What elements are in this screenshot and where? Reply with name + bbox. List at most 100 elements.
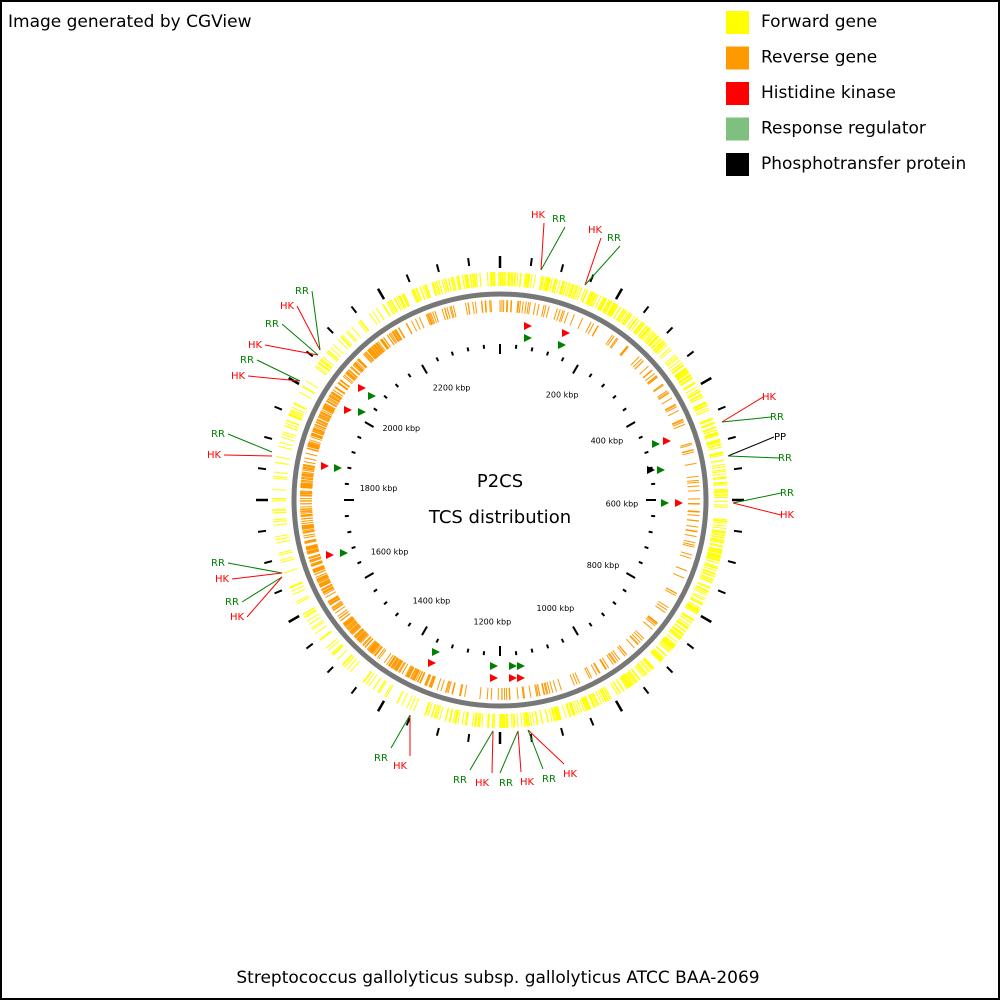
callout-line — [517, 730, 522, 773]
forward-gene — [362, 670, 372, 683]
reverse-gene — [316, 575, 329, 582]
outer-tick — [727, 435, 736, 440]
reverse-gene — [368, 349, 377, 359]
forward-gene — [628, 317, 638, 330]
reverse-gene — [310, 436, 322, 441]
reverse-gene — [355, 360, 365, 370]
forward-gene — [457, 275, 461, 290]
forward-gene — [305, 380, 318, 389]
forward-gene — [276, 539, 290, 544]
reverse-gene — [441, 308, 446, 321]
reverse-gene — [357, 359, 367, 369]
forward-gene — [642, 659, 653, 671]
forward-gene — [682, 381, 696, 390]
forward-gene — [621, 312, 631, 325]
reverse-gene — [354, 362, 364, 372]
reverse-gene — [312, 566, 325, 572]
reverse-gene — [389, 332, 398, 344]
tcs-marker — [517, 662, 525, 670]
reverse-gene — [329, 598, 341, 606]
tcs-marker — [344, 406, 352, 414]
forward-gene — [523, 273, 526, 288]
forward-gene — [397, 295, 405, 309]
forward-gene — [280, 556, 294, 561]
forward-gene — [553, 706, 558, 721]
forward-gene — [465, 711, 469, 726]
forward-gene — [555, 706, 561, 721]
forward-gene — [561, 704, 567, 719]
forward-gene — [695, 586, 709, 593]
tcs-marker — [675, 499, 683, 507]
reverse-gene — [313, 567, 325, 573]
forward-gene — [436, 705, 442, 720]
reverse-gene — [316, 419, 328, 426]
tcs-marker — [340, 549, 348, 557]
reverse-gene — [626, 638, 635, 649]
callout-line — [584, 237, 602, 286]
reverse-gene — [388, 655, 396, 667]
reverse-gene — [314, 424, 327, 430]
forward-gene — [526, 712, 529, 727]
reverse-gene — [378, 649, 387, 660]
forward-gene — [288, 413, 303, 420]
reverse-gene — [386, 654, 394, 666]
forward-gene — [635, 664, 646, 677]
forward-gene — [472, 273, 476, 288]
forward-gene — [445, 707, 450, 722]
reverse-gene — [396, 660, 404, 672]
ruler-label: 1200 kbp — [473, 617, 511, 626]
forward-gene — [278, 445, 293, 451]
reverse-gene — [544, 682, 549, 695]
reverse-gene — [683, 539, 696, 544]
forward-gene — [518, 272, 522, 287]
forward-gene — [610, 682, 619, 696]
reverse-gene — [369, 348, 378, 358]
reverse-gene — [366, 640, 376, 650]
reverse-gene — [608, 652, 617, 664]
forward-gene — [442, 278, 448, 293]
forward-gene — [708, 547, 723, 552]
reverse-gene — [327, 595, 339, 603]
reverse-gene — [639, 365, 649, 375]
callout-label: RR — [499, 778, 513, 789]
forward-gene — [709, 543, 724, 548]
forward-gene — [327, 349, 339, 360]
reverse-gene — [364, 351, 374, 362]
forward-gene — [633, 321, 644, 334]
reverse-gene — [360, 634, 370, 644]
reverse-gene — [311, 562, 323, 568]
callout-line — [469, 730, 494, 771]
reverse-gene — [407, 666, 414, 678]
ruler-tick — [546, 351, 550, 356]
reverse-gene — [450, 305, 455, 318]
reverse-gene — [517, 300, 520, 313]
reverse-gene — [322, 407, 334, 415]
forward-gene — [670, 362, 683, 372]
forward-gene — [690, 395, 704, 404]
forward-gene — [645, 333, 656, 344]
forward-gene — [411, 289, 418, 303]
ruler-tick — [373, 588, 378, 593]
reverse-gene — [301, 474, 314, 477]
reverse-gene — [479, 686, 482, 700]
reverse-gene — [383, 337, 391, 348]
callout-label: RR — [211, 558, 225, 569]
forward-gene — [678, 373, 691, 383]
forward-gene — [613, 306, 622, 319]
forward-gene — [708, 548, 722, 554]
reverse-gene — [393, 659, 401, 670]
reverse-gene — [558, 310, 564, 322]
reverse-gene — [373, 344, 383, 355]
reverse-gene — [371, 346, 380, 357]
forward-gene — [398, 295, 406, 309]
forward-gene — [713, 484, 728, 487]
forward-gene — [634, 665, 644, 678]
forward-gene — [639, 661, 650, 673]
forward-gene — [295, 595, 309, 603]
forward-gene — [690, 596, 704, 604]
legend-label: Histidine kinase — [761, 83, 896, 103]
forward-gene — [586, 291, 594, 305]
callout-label: RR — [295, 286, 309, 297]
reverse-gene — [300, 508, 313, 510]
callout-label: RR — [542, 774, 556, 785]
